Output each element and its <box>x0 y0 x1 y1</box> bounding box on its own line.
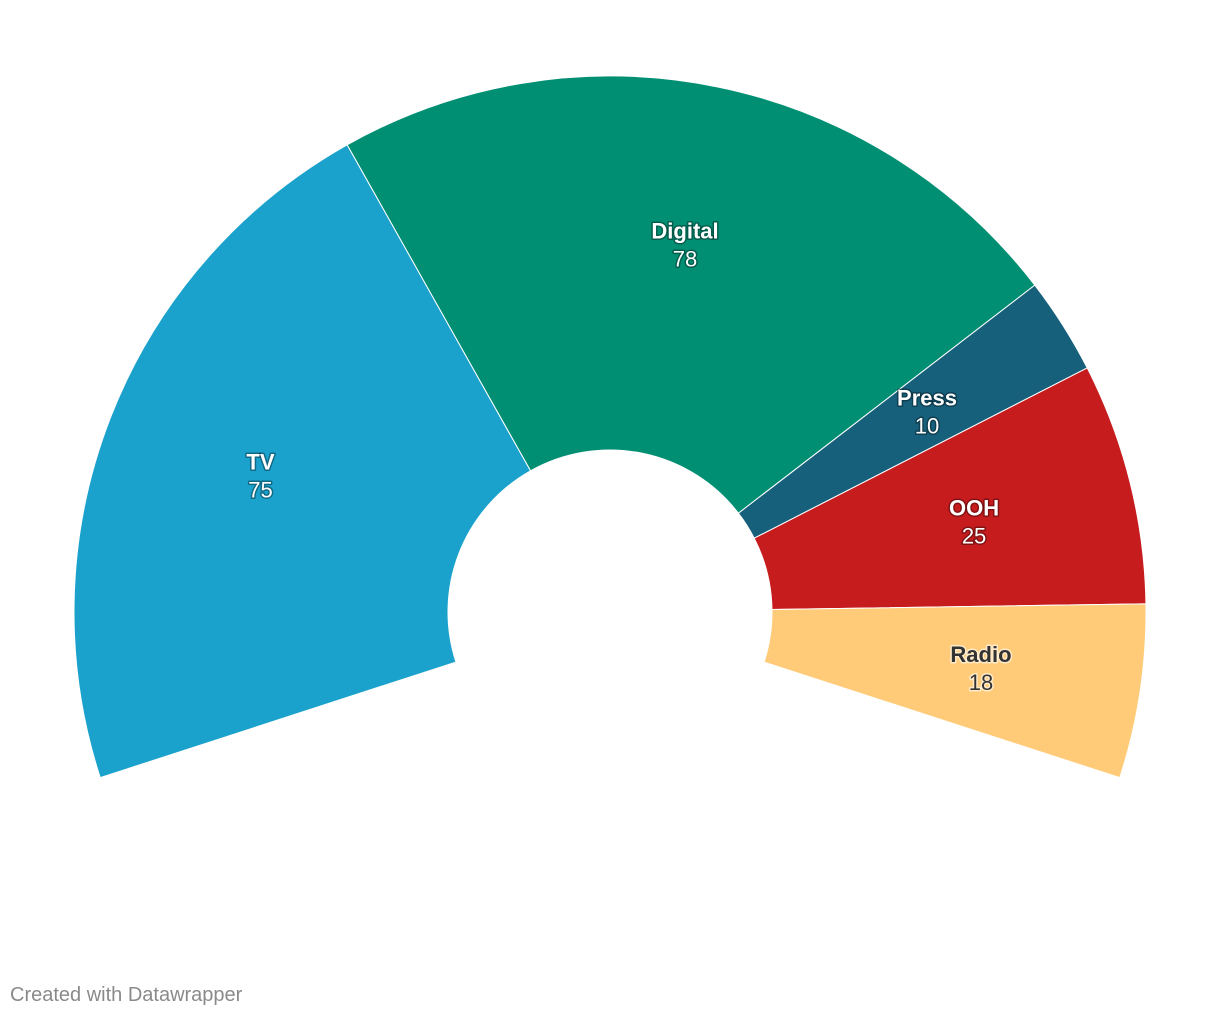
slice-digital[interactable] <box>346 75 1036 514</box>
slice-label-press: Press <box>897 385 957 410</box>
slice-ooh[interactable] <box>753 367 1147 611</box>
slice-label-tv: TV <box>246 450 274 475</box>
credit-text: Created with Datawrapper <box>10 984 243 1006</box>
slice-value-digital: 78 <box>673 246 697 271</box>
slice-label-digital: Digital <box>651 218 718 243</box>
chart-slices <box>73 75 1147 779</box>
slice-label-radio: Radio <box>950 642 1011 667</box>
slice-value-radio: 18 <box>969 670 993 695</box>
slice-radio[interactable] <box>763 603 1147 779</box>
chart-labels: TV 75 Digital 78 Press 10 OOH 25 Radio 18 <box>245 217 1013 696</box>
slice-value-tv: 75 <box>248 478 272 503</box>
slice-value-press: 10 <box>915 413 939 438</box>
slice-tv[interactable] <box>73 144 532 779</box>
slice-value-ooh: 25 <box>962 523 986 548</box>
slice-label-ooh: OOH <box>949 495 999 520</box>
